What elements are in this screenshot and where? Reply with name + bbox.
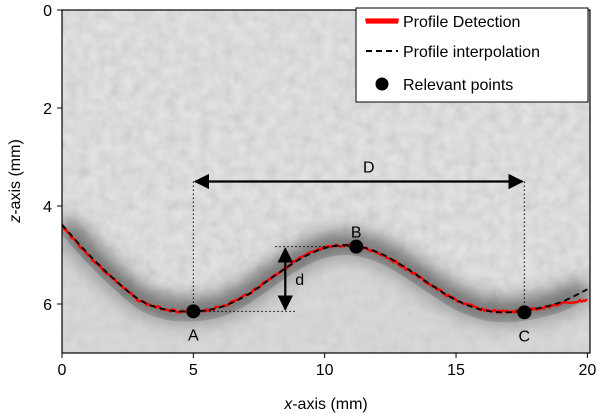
x-tick-label-20: 20 [578, 362, 596, 379]
relevant-point-b [349, 239, 364, 254]
x-axis-label: x-axis (mm) [283, 396, 368, 413]
legend-swatch-relevant-points [375, 77, 389, 91]
relevant-point-label-c: C [519, 328, 531, 345]
x-axis-label-italic: x [283, 396, 293, 413]
legend-label-profile-detection: Profile Detection [403, 14, 520, 31]
y-tick-label-6: 6 [43, 297, 52, 314]
x-tick-label-5: 5 [189, 362, 198, 379]
y-tick-label-0: 0 [43, 3, 52, 20]
legend-label-relevant-points: Relevant points [403, 77, 513, 94]
y-axis-label-italic: z [7, 215, 24, 224]
relevant-point-c [517, 305, 532, 320]
y-axis-label-rest: -axis (mm) [7, 139, 24, 215]
x-tick-label-0: 0 [58, 362, 67, 379]
x-tick-label-10: 10 [316, 362, 334, 379]
annotation-label-d: d [295, 272, 304, 289]
plot-frame [61, 9, 591, 354]
y-tick-label-4: 4 [43, 199, 52, 216]
y-tick-label-2: 2 [43, 101, 52, 118]
legend-box [355, 7, 589, 103]
x-axis-label-rest: -axis (mm) [292, 396, 368, 413]
relevant-point-label-b: B [351, 225, 362, 242]
legend-swatch-profile-detection [365, 18, 399, 24]
series-profile-interpolation-line [62, 224, 588, 314]
legend: Profile Detection Profile interpolation … [355, 7, 589, 103]
legend-label-profile-interpolation: Profile interpolation [403, 44, 540, 61]
x-tick-label-15: 15 [447, 362, 465, 379]
relevant-point-label-a: A [188, 327, 199, 344]
legend-swatch-detection-line [365, 18, 399, 24]
annotation-label-D: D [363, 160, 375, 177]
relevant-point-a [186, 304, 201, 319]
y-axis-label: z-axis (mm) [7, 139, 24, 224]
